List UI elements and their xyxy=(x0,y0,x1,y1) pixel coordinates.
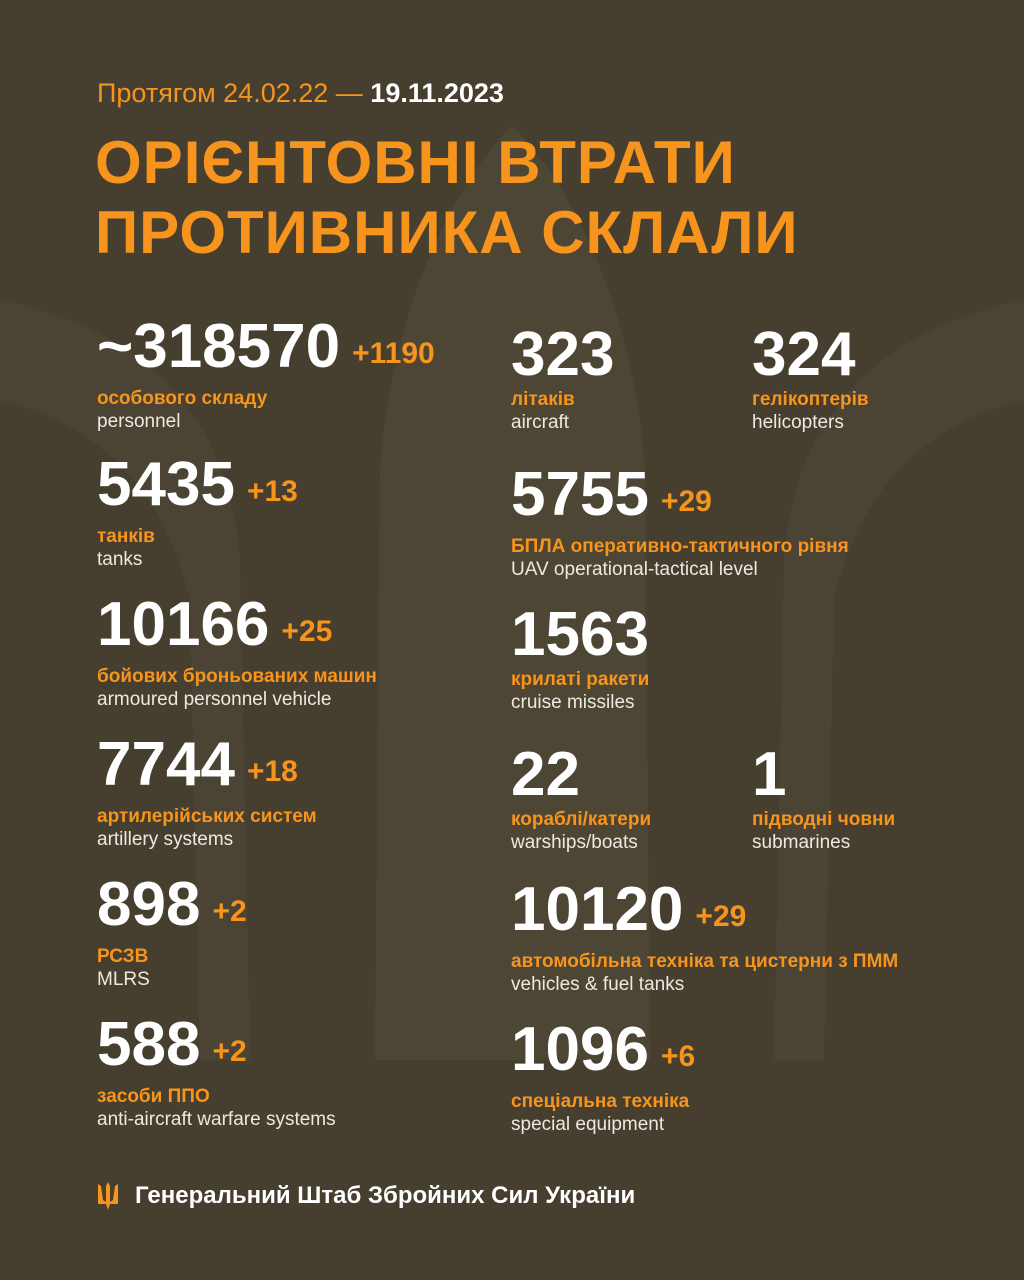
delta: +6 xyxy=(660,1040,696,1073)
delta: +29 xyxy=(660,485,712,518)
trident-icon xyxy=(98,1182,118,1210)
label-en: MLRS xyxy=(97,969,150,990)
label-ua: автомобільна техніка та цистерни з ПММ xyxy=(511,951,899,972)
label-ua: РСЗВ xyxy=(97,946,149,967)
delta: +13 xyxy=(246,475,298,508)
value: 1096 xyxy=(511,1015,649,1084)
stat-mlrs: 898 +2 РСЗВ MLRS xyxy=(97,874,247,991)
stat-warships: 22 кораблі/катери warships/boats xyxy=(511,744,651,854)
label-ua: засоби ППО xyxy=(97,1086,210,1107)
value: ~318570 xyxy=(97,312,341,381)
stat-air-defense: 588 +2 засоби ППО anti-aircraft warfare sys… xyxy=(97,1014,336,1131)
page-title: ОРІЄНТОВНІ ВТРАТИ ПРОТИВНИКА СКЛАЛИ xyxy=(95,128,799,268)
label-ua: артилерійських систем xyxy=(97,806,317,827)
stat-value: 588 +2 xyxy=(97,1014,336,1083)
value: 1563 xyxy=(511,600,649,669)
period-end: 19.11.2023 xyxy=(370,78,504,108)
label-ua: особового складу xyxy=(97,388,268,409)
stat-cruise-missiles: 1563 крилаті ракети cruise missiles xyxy=(511,604,649,714)
label-en: cruise missiles xyxy=(511,692,635,713)
label-en: anti-aircraft warfare systems xyxy=(97,1109,336,1130)
value: 10166 xyxy=(97,590,270,659)
label-en: helicopters xyxy=(752,412,844,433)
title-line-2: ПРОТИВНИКА СКЛАЛИ xyxy=(95,199,799,266)
value: 10120 xyxy=(511,875,684,944)
value: 7744 xyxy=(97,730,235,799)
title-line-1: ОРІЄНТОВНІ ВТРАТИ xyxy=(95,129,736,196)
delta: +29 xyxy=(695,900,747,933)
stat-vehicles: 10120 +29 автомобільна техніка та цистерни… xyxy=(511,879,898,996)
label-en: submarines xyxy=(752,832,851,853)
value: 323 xyxy=(511,320,615,389)
value: 1 xyxy=(752,740,787,809)
delta: +18 xyxy=(246,755,298,788)
stat-personnel: ~318570 +1190 особового складу personnel xyxy=(97,316,435,433)
stat-value: 5435 +13 xyxy=(97,454,298,523)
value: 5435 xyxy=(97,450,235,519)
value: 898 xyxy=(97,870,201,939)
stat-value: 1 xyxy=(752,744,895,806)
label-en: warships/boats xyxy=(511,832,638,853)
stat-submarines: 1 підводні човни submarines xyxy=(752,744,895,854)
stat-value: ~318570 +1190 xyxy=(97,316,435,385)
stat-value: 5755 +29 xyxy=(511,464,849,533)
stat-helicopters: 324 гелікоптерів helicopters xyxy=(752,324,869,434)
value: 5755 xyxy=(511,460,649,529)
footer: Генеральний Штаб Збройних Сил України xyxy=(97,1182,635,1210)
stat-value: 324 xyxy=(752,324,869,386)
label-ua: БПЛА оперативно-тактичного рівня xyxy=(511,536,849,557)
label-ua: підводні човни xyxy=(752,809,896,830)
value: 588 xyxy=(97,1010,201,1079)
label-en: UAV operational-tactical level xyxy=(511,559,758,580)
delta: +2 xyxy=(212,1035,247,1068)
label-ua: літаків xyxy=(511,389,575,410)
delta: +25 xyxy=(281,615,333,648)
stat-tanks: 5435 +13 танків tanks xyxy=(97,454,298,571)
label-ua: танків xyxy=(97,526,155,547)
value: 22 xyxy=(511,740,580,809)
stat-value: 22 xyxy=(511,744,651,806)
stat-special-equipment: 1096 +6 спеціальна техніка special equipmen… xyxy=(511,1019,695,1136)
label-ua: кораблі/катери xyxy=(511,809,652,830)
label-ua: бойових броньованих машин xyxy=(97,666,377,687)
label-en: vehicles & fuel tanks xyxy=(511,974,685,995)
label-en: special equipment xyxy=(511,1114,665,1135)
period-start: Протягом 24.02.22 — xyxy=(97,78,363,108)
label-en: artillery systems xyxy=(97,829,234,850)
stat-value: 1096 +6 xyxy=(511,1019,695,1088)
label-en: tanks xyxy=(97,549,143,570)
stat-aircraft: 323 літаків aircraft xyxy=(511,324,614,434)
footer-text: Генеральний Штаб Збройних Сил України xyxy=(135,1182,636,1209)
label-ua: крилаті ракети xyxy=(511,669,650,690)
stat-value: 10166 +25 xyxy=(97,594,377,663)
stat-artillery: 7744 +18 артилерійських систем artillery sy… xyxy=(97,734,317,851)
delta: +2 xyxy=(212,895,247,928)
stat-apv: 10166 +25 бойових броньованих машин armoure… xyxy=(97,594,377,711)
value: 324 xyxy=(752,320,856,389)
stat-uav: 5755 +29 БПЛА оперативно-тактичного рівня U… xyxy=(511,464,849,581)
label-en: personnel xyxy=(97,411,181,432)
stat-value: 323 xyxy=(511,324,614,386)
stat-value: 1563 xyxy=(511,604,649,666)
label-en: aircraft xyxy=(511,412,570,433)
stat-value: 898 +2 xyxy=(97,874,247,943)
label-ua: спеціальна техніка xyxy=(511,1091,690,1112)
label-ua: гелікоптерів xyxy=(752,389,869,410)
label-en: armoured personnel vehicle xyxy=(97,689,332,710)
delta: +1190 xyxy=(352,337,435,370)
period-text: Протягом 24.02.22 — 19.11.2023 xyxy=(97,78,504,109)
stat-value: 7744 +18 xyxy=(97,734,317,803)
stat-value: 10120 +29 xyxy=(511,879,898,948)
